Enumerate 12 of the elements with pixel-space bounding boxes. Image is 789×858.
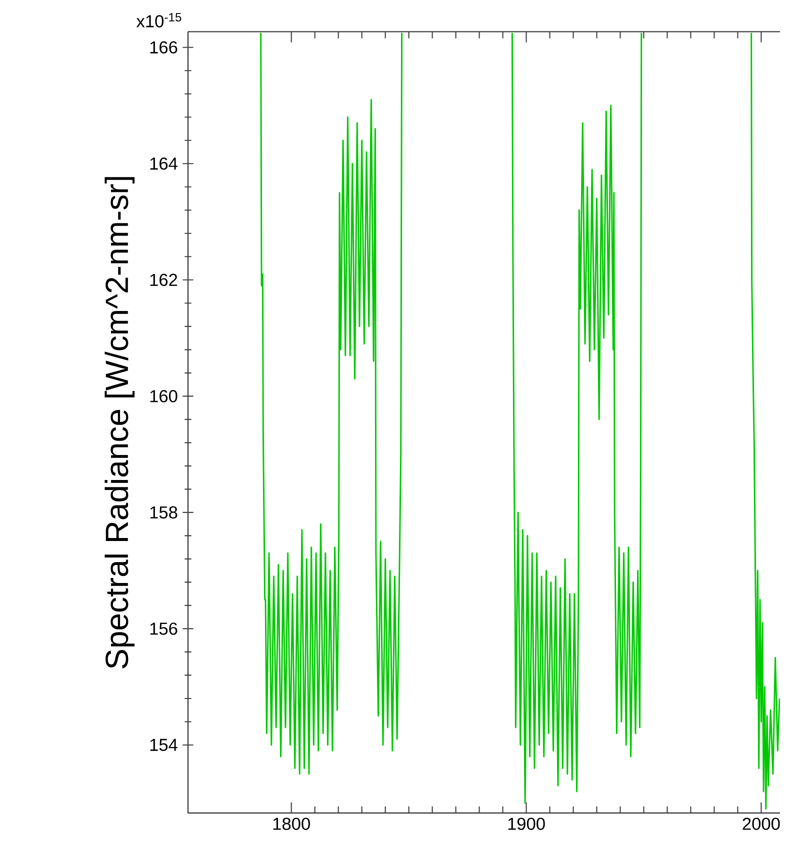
y-tick-label: 158 [150, 506, 178, 519]
text: x10$^{-15}$ [136, 13, 182, 28]
x-tick-label: 1900 [508, 818, 545, 830]
y-tick-label: 166 [150, 41, 178, 54]
y-axis-title: Spectral Radiance [W/cm^2-nm-sr] [104, 177, 135, 668]
y-tick-label: 156 [150, 622, 178, 635]
x-tick-label: 2000 [742, 818, 780, 830]
y-tick-label: 164 [150, 157, 178, 170]
x-tick-label: 1800 [273, 818, 310, 830]
y-tick-label: 154 [150, 738, 178, 752]
y-tick-label: 160 [150, 390, 178, 402]
y-tick-label: 162 [150, 274, 178, 286]
